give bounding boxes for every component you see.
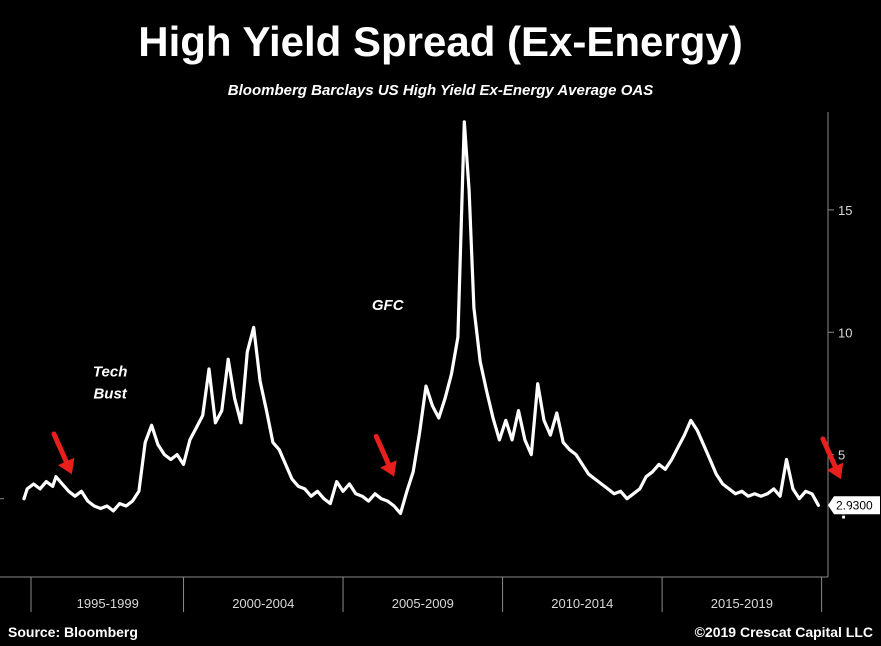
series-line	[22, 120, 821, 516]
last-value-label: 2.9300	[836, 498, 873, 512]
annotation-gfc: GFC	[372, 297, 405, 314]
x-category-label: 2000-2004	[232, 596, 294, 611]
annotation-tech: Tech Bust	[93, 363, 128, 402]
annotation-line: Bust	[93, 385, 127, 402]
x-category-label: 2010-2014	[551, 596, 613, 611]
chart-annotations: Tech Bust GFC?	[51, 297, 850, 523]
red-arrow-head	[826, 462, 844, 480]
copyright-note: ©2019 Crescat Capital LLC	[694, 624, 873, 640]
red-arrow-shaft	[51, 431, 69, 464]
red-arrow-shaft	[820, 436, 838, 469]
x-category-label: 2015-2019	[711, 596, 773, 611]
red-arrow-head	[380, 460, 397, 477]
y-tick-label: 5	[838, 448, 845, 463]
y-tick-label: 10	[838, 325, 852, 340]
chart-axes: 5 10 15 1995-1999 2000-2004 2005-2009 2010-201…	[0, 112, 852, 612]
annotation-line: GFC	[372, 297, 405, 314]
source-note: Source: Bloomberg	[8, 624, 138, 640]
last-value-box	[828, 496, 880, 515]
chart-subtitle: Bloomberg Barclays US High Yield Ex-Ener…	[227, 82, 654, 99]
red-arrow-shaft	[373, 433, 391, 467]
chart-title: High Yield Spread (Ex-Energy)	[138, 18, 743, 65]
x-category-label: 1995-1999	[77, 596, 139, 611]
annotation-line: Tech	[93, 363, 127, 380]
y-tick-label: 15	[838, 203, 852, 218]
chart-series: 2.9300	[22, 120, 880, 516]
question-mark: ?	[838, 501, 850, 523]
red-arrow-head	[57, 457, 75, 475]
x-category-label: 2005-2009	[392, 596, 454, 611]
